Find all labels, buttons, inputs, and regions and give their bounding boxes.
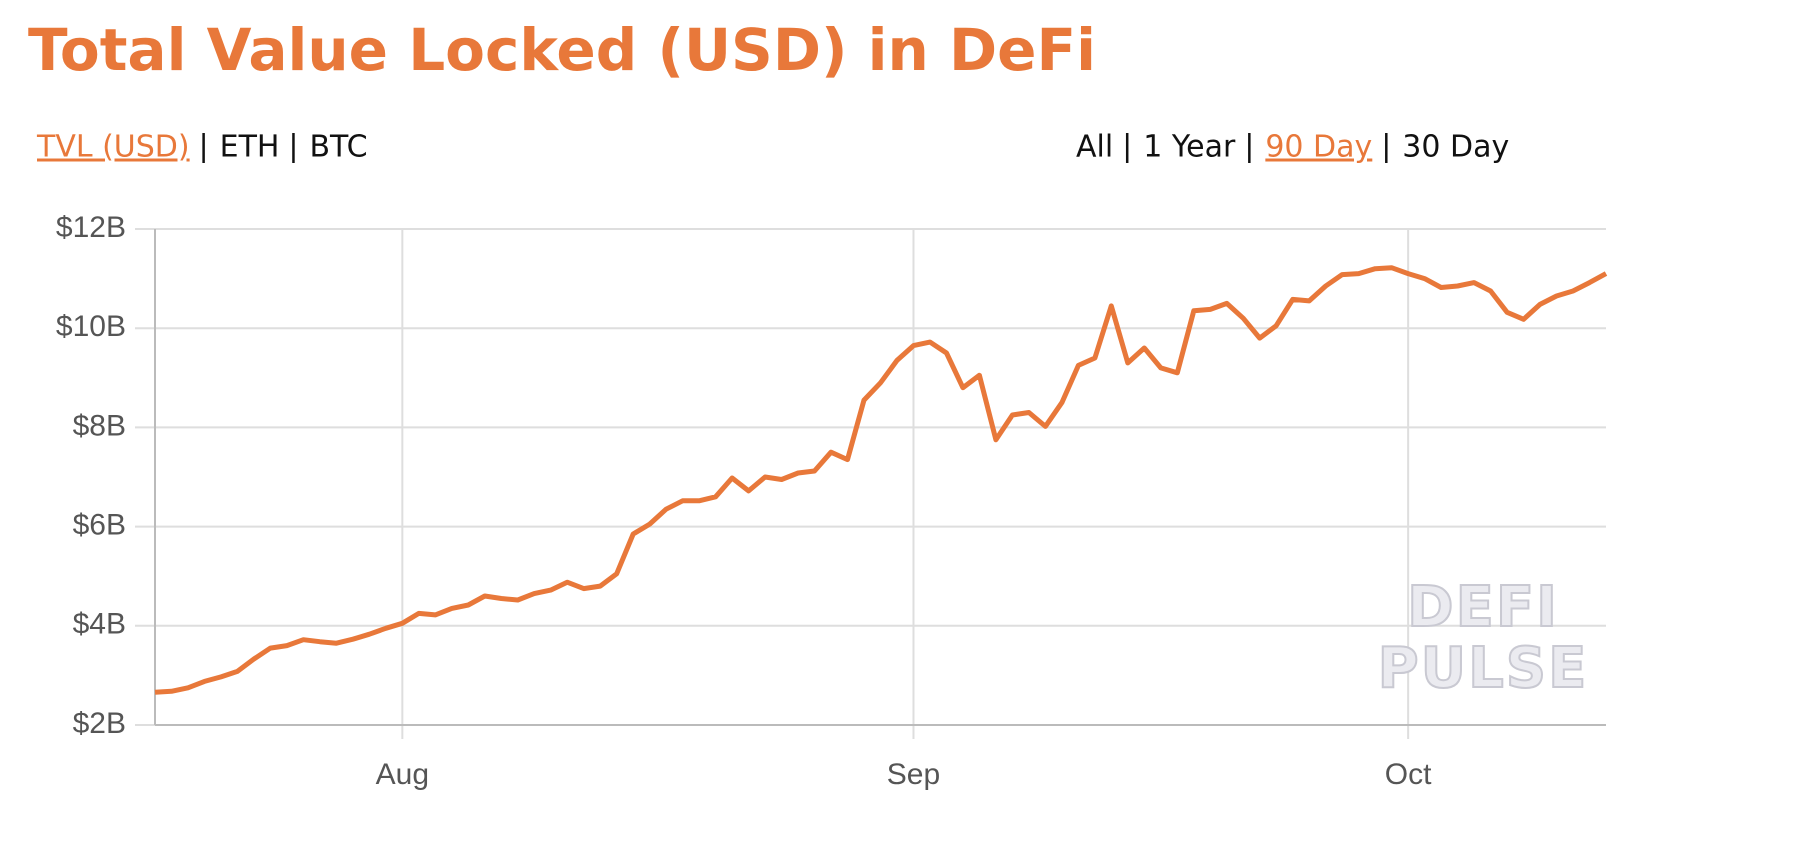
tab[interactable]: All xyxy=(1076,130,1113,165)
tab[interactable]: 30 Day xyxy=(1402,130,1509,165)
y-tick-label: $2B xyxy=(73,707,126,740)
x-tick-label: Oct xyxy=(1385,758,1432,791)
y-tick-label: $10B xyxy=(56,310,126,343)
y-tick-label: $12B xyxy=(56,211,126,244)
tvl-line xyxy=(154,265,1608,695)
tab[interactable]: 90 Day xyxy=(1265,130,1372,165)
y-tick-label: $4B xyxy=(73,608,126,641)
y-tick-label: $6B xyxy=(73,509,126,542)
tab[interactable]: ETH xyxy=(220,130,280,165)
tab[interactable]: 1 Year xyxy=(1143,130,1236,165)
x-tick-label: Aug xyxy=(376,758,429,791)
tab[interactable]: BTC xyxy=(309,130,367,165)
y-tick-label: $8B xyxy=(73,409,126,442)
chart-title: Total Value Locked (USD) in DeFi xyxy=(28,16,1096,84)
watermark: PULSE xyxy=(1378,636,1589,701)
x-tick-label: Sep xyxy=(887,758,940,791)
tab[interactable]: TVL (USD) xyxy=(36,130,190,165)
watermark: DEFI xyxy=(1407,575,1559,640)
